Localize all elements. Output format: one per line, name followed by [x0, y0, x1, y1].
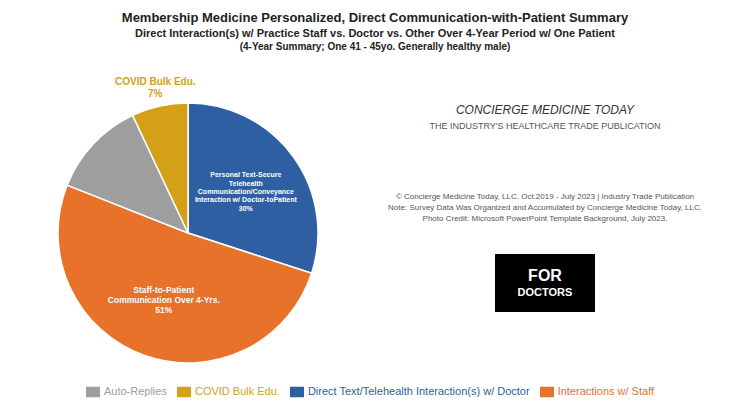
html-text:COVID Bulk Edu.: COVID Bulk Edu. [194, 384, 280, 397]
html-text:THE INDUSTRY'S HEALTHCARE TRAD: THE INDUSTRY'S HEALTHCARE TRADE PUBLICAT… [429, 121, 661, 131]
html-text:© Concierge Medicine Today, LL: © Concierge Medicine Today, LLC. Oct.201… [388, 192, 702, 223]
html-text:FOR: FOR [528, 267, 562, 284]
html-text:Direct Interaction(s) w/ Pract: Direct Interaction(s) w/ Practice Staff … [135, 27, 615, 39]
html-text:Auto-Replies: Auto-Replies [104, 384, 167, 397]
html-text:(4-Year Summary; One 41 - 45yo: (4-Year Summary; One 41 - 45yo. Generall… [239, 41, 511, 52]
html-text:Interactions w/ Staff: Interactions w/ Staff [557, 384, 654, 397]
svg-text:Staff-to-PatientCommunication: Staff-to-PatientCommunication Over 4-Yrs… [108, 285, 220, 315]
svg-text:COVID Bulk Edu.7%: COVID Bulk Edu.7% [115, 75, 196, 98]
html-text:DOCTORS: DOCTORS [517, 286, 573, 298]
svg-text:Personal Text-SecureTelehealth: Personal Text-SecureTelehealthCommunicat… [195, 171, 298, 212]
html-text:Membership Medicine Personaliz: Membership Medicine Personalized, Direct… [121, 10, 629, 25]
html-text:CONCIERGE MEDICINE TODAY: CONCIERGE MEDICINE TODAY [455, 103, 635, 117]
html-text:Direct Text/Telehealth Interac: Direct Text/Telehealth Interaction(s) w/… [307, 384, 530, 397]
